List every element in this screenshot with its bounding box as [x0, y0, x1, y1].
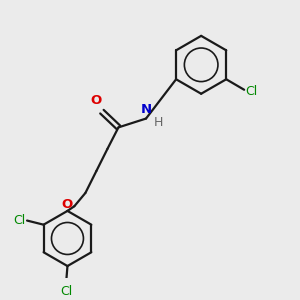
Text: O: O	[61, 198, 72, 211]
Text: Cl: Cl	[60, 285, 72, 298]
Text: Cl: Cl	[245, 85, 258, 98]
Text: Cl: Cl	[14, 214, 26, 227]
Text: O: O	[90, 94, 101, 107]
Text: N: N	[140, 103, 152, 116]
Text: H: H	[154, 116, 163, 129]
